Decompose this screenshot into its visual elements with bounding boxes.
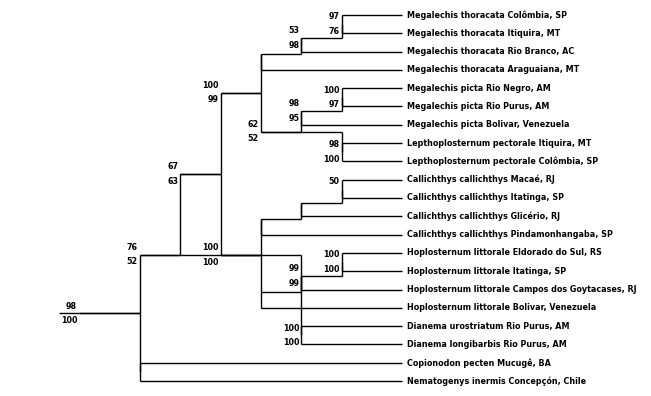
Text: 100: 100 bbox=[283, 338, 299, 347]
Text: Megalechis thoracata Itiquira, MT: Megalechis thoracata Itiquira, MT bbox=[407, 29, 561, 38]
Text: 100: 100 bbox=[61, 316, 77, 325]
Text: 99: 99 bbox=[288, 264, 299, 273]
Text: 98: 98 bbox=[288, 99, 299, 108]
Text: 98: 98 bbox=[66, 301, 77, 310]
Text: 98: 98 bbox=[288, 40, 299, 50]
Text: 52: 52 bbox=[248, 134, 259, 143]
Text: Dianema urostriatum Rio Purus, AM: Dianema urostriatum Rio Purus, AM bbox=[407, 322, 570, 331]
Text: Lepthoplosternum pectorale Itiquira, MT: Lepthoplosternum pectorale Itiquira, MT bbox=[407, 139, 592, 148]
Text: 50: 50 bbox=[329, 177, 340, 186]
Text: Hoplosternum littorale Itatinga, SP: Hoplosternum littorale Itatinga, SP bbox=[407, 267, 566, 276]
Text: 62: 62 bbox=[248, 120, 259, 129]
Text: 100: 100 bbox=[202, 244, 219, 253]
Text: Hoplosternum littorale Campos dos Goytacases, RJ: Hoplosternum littorale Campos dos Goytac… bbox=[407, 285, 637, 294]
Text: 52: 52 bbox=[126, 257, 138, 267]
Text: Callichthys callichthys Macaé, RJ: Callichthys callichthys Macaé, RJ bbox=[407, 175, 555, 185]
Text: Hoplosternum littorale Eldorado do Sul, RS: Hoplosternum littorale Eldorado do Sul, … bbox=[407, 248, 602, 257]
Text: Hoplosternum littorale Bolivar, Venezuela: Hoplosternum littorale Bolivar, Venezuel… bbox=[407, 303, 596, 312]
Text: Lepthoplosternum pectorale Colômbia, SP: Lepthoplosternum pectorale Colômbia, SP bbox=[407, 157, 598, 166]
Text: 95: 95 bbox=[288, 114, 299, 123]
Text: 99: 99 bbox=[208, 95, 219, 105]
Text: 100: 100 bbox=[323, 86, 340, 95]
Text: Callichthys callichthys Glicério, RJ: Callichthys callichthys Glicério, RJ bbox=[407, 211, 561, 221]
Text: 100: 100 bbox=[323, 155, 340, 164]
Text: 100: 100 bbox=[323, 265, 340, 274]
Text: Megalechis picta Rio Negro, AM: Megalechis picta Rio Negro, AM bbox=[407, 84, 551, 93]
Text: 97: 97 bbox=[329, 12, 340, 21]
Text: 100: 100 bbox=[323, 250, 340, 259]
Text: Callichthys callichthys Itatinga, SP: Callichthys callichthys Itatinga, SP bbox=[407, 194, 564, 202]
Text: 53: 53 bbox=[288, 26, 299, 35]
Text: 76: 76 bbox=[127, 243, 138, 252]
Text: 100: 100 bbox=[283, 324, 299, 333]
Text: Dianema longibarbis Rio Purus, AM: Dianema longibarbis Rio Purus, AM bbox=[407, 340, 567, 349]
Text: Megalechis picta Rio Purus, AM: Megalechis picta Rio Purus, AM bbox=[407, 102, 549, 111]
Text: Copionodon pecten Mucugê, BA: Copionodon pecten Mucugê, BA bbox=[407, 358, 551, 367]
Text: 97: 97 bbox=[329, 100, 340, 109]
Text: Callichthys callichthys Pindamonhangaba, SP: Callichthys callichthys Pindamonhangaba,… bbox=[407, 230, 613, 239]
Text: 63: 63 bbox=[167, 177, 178, 186]
Text: Megalechis thoracata Rio Branco, AC: Megalechis thoracata Rio Branco, AC bbox=[407, 47, 574, 56]
Text: Nematogenys inermis Concepçón, Chile: Nematogenys inermis Concepçón, Chile bbox=[407, 376, 586, 386]
Text: 76: 76 bbox=[329, 27, 340, 36]
Text: 99: 99 bbox=[288, 278, 299, 287]
Text: 100: 100 bbox=[202, 258, 219, 267]
Text: Megalechis thoracata Araguaiana, MT: Megalechis thoracata Araguaiana, MT bbox=[407, 65, 579, 74]
Text: Megalechis picta Bolivar, Venezuela: Megalechis picta Bolivar, Venezuela bbox=[407, 120, 570, 129]
Text: 67: 67 bbox=[167, 162, 178, 171]
Text: 98: 98 bbox=[329, 141, 340, 149]
Text: Megalechis thoracata Colômbia, SP: Megalechis thoracata Colômbia, SP bbox=[407, 10, 567, 20]
Text: 100: 100 bbox=[202, 81, 219, 90]
